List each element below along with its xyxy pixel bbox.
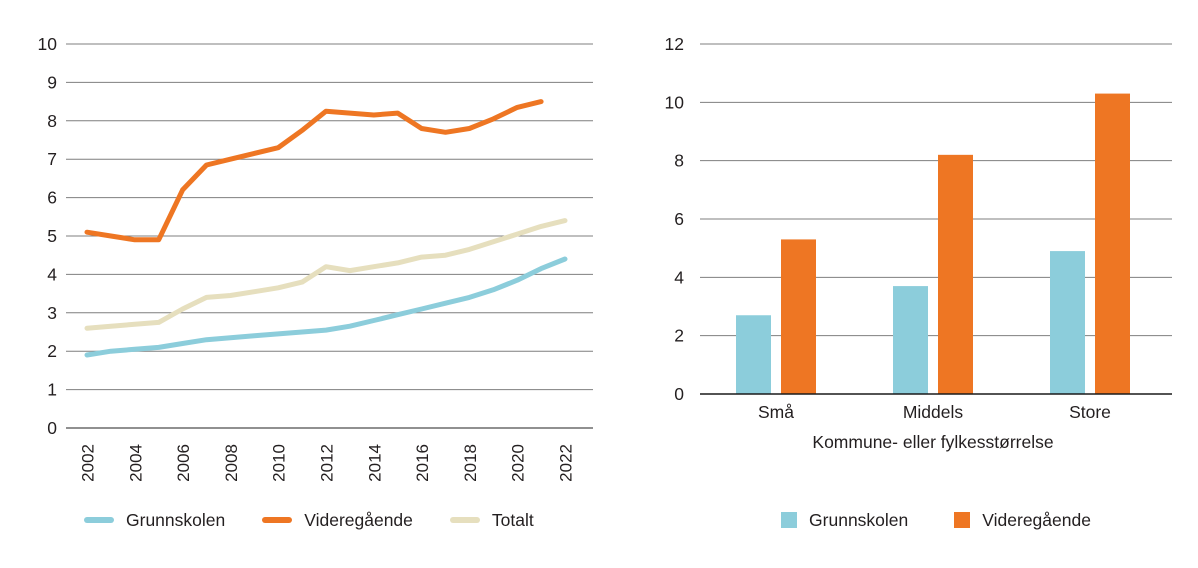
videregaende-line-swatch bbox=[262, 517, 293, 523]
svg-text:2018: 2018 bbox=[461, 444, 480, 482]
svg-text:6: 6 bbox=[674, 209, 684, 229]
svg-text:2022: 2022 bbox=[557, 444, 576, 482]
svg-text:Små: Små bbox=[758, 402, 794, 422]
svg-text:2004: 2004 bbox=[126, 444, 145, 482]
legend-label-grunnskolen-bar: Grunnskolen bbox=[809, 509, 909, 530]
svg-text:5: 5 bbox=[47, 226, 57, 246]
bar-chart-x-axis-title: Kommune- eller fylkesstørrelse bbox=[812, 432, 1054, 452]
svg-text:4: 4 bbox=[47, 264, 57, 284]
legend-label-grunnskolen: Grunnskolen bbox=[126, 509, 226, 530]
svg-text:0: 0 bbox=[674, 384, 684, 404]
legend-item-totalt: Totalt bbox=[449, 509, 534, 531]
svg-text:8: 8 bbox=[47, 111, 57, 131]
svg-text:10: 10 bbox=[38, 34, 58, 54]
svg-text:4: 4 bbox=[674, 267, 684, 287]
svg-text:7: 7 bbox=[47, 149, 57, 169]
svg-text:3: 3 bbox=[47, 303, 57, 323]
svg-text:2012: 2012 bbox=[318, 444, 337, 482]
svg-text:2: 2 bbox=[47, 341, 57, 361]
svg-text:0: 0 bbox=[47, 418, 57, 438]
svg-text:8: 8 bbox=[674, 151, 684, 171]
svg-text:2006: 2006 bbox=[174, 444, 193, 482]
svg-text:2010: 2010 bbox=[270, 444, 289, 482]
bar-chart-legend: Grunnskolen Videregående bbox=[700, 504, 1172, 536]
legend-label-videregaende-bar: Videregående bbox=[982, 509, 1091, 530]
svg-text:2016: 2016 bbox=[413, 444, 432, 482]
svg-text:12: 12 bbox=[665, 34, 684, 54]
videregaende-bar-swatch bbox=[954, 512, 971, 528]
grunnskolen-line-swatch bbox=[84, 517, 114, 523]
svg-text:9: 9 bbox=[47, 72, 57, 92]
svg-text:2014: 2014 bbox=[365, 444, 384, 482]
svg-text:2002: 2002 bbox=[79, 444, 98, 482]
svg-text:10: 10 bbox=[665, 92, 685, 112]
legend-label-videregaende: Videregående bbox=[304, 509, 413, 530]
legend-item-videregaende-bar: Videregående bbox=[954, 510, 1091, 531]
legend-label-totalt: Totalt bbox=[491, 509, 534, 530]
line-chart-legend: Grunnskolen Videregående Totalt bbox=[84, 509, 534, 531]
grunnskolen-bar-swatch bbox=[781, 512, 798, 528]
legend-item-grunnskolen: Grunnskolen bbox=[84, 510, 225, 531]
legend-item-videregaende: Videregående bbox=[262, 510, 413, 531]
svg-text:6: 6 bbox=[47, 188, 57, 208]
svg-text:Middels: Middels bbox=[903, 402, 964, 422]
svg-text:1: 1 bbox=[47, 380, 57, 400]
legend-item-grunnskolen-bar: Grunnskolen bbox=[781, 510, 908, 531]
totalt-line-swatch bbox=[449, 517, 480, 523]
svg-text:2020: 2020 bbox=[509, 444, 528, 482]
svg-text:Store: Store bbox=[1069, 402, 1111, 422]
svg-text:2008: 2008 bbox=[222, 444, 241, 482]
svg-text:2: 2 bbox=[674, 326, 684, 346]
